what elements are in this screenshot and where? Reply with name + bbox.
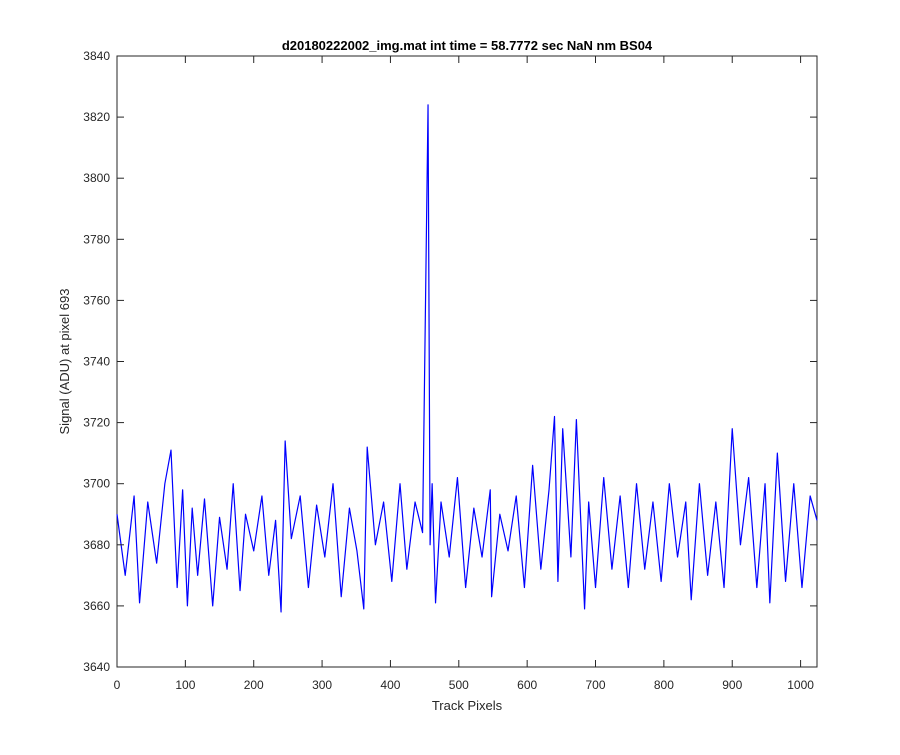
y-tick-label: 3660 [83, 599, 110, 613]
x-tick-label: 900 [722, 678, 742, 692]
x-tick-label: 600 [517, 678, 537, 692]
y-tick-label: 3840 [83, 49, 110, 63]
x-tick-label: 500 [449, 678, 469, 692]
y-tick-label: 3680 [83, 538, 110, 552]
y-tick-label: 3800 [83, 171, 110, 185]
x-tick-label: 100 [175, 678, 195, 692]
ticks-layer: 0 100 200 300 400 500 600 700 800 900 1000 3640 3660… [83, 49, 817, 692]
y-tick-label: 3820 [83, 110, 110, 124]
y-axis-title: Signal (ADU) at pixel 693 [57, 289, 72, 435]
x-tick-label: 800 [654, 678, 674, 692]
plot-area [116, 55, 818, 668]
y-tick-label: 3760 [83, 293, 110, 307]
y-tick-label: 3640 [83, 660, 110, 674]
x-axis-title: Track Pixels [432, 698, 503, 713]
y-tick-label: 3780 [83, 232, 110, 246]
x-tick-label: 200 [244, 678, 264, 692]
x-tick-label: 300 [312, 678, 332, 692]
x-tick-label: 400 [380, 678, 400, 692]
chart-title: d20180222002_img.mat int time = 58.7772 … [282, 38, 653, 53]
y-tick-label: 3740 [83, 355, 110, 369]
x-tick-label: 0 [114, 678, 121, 692]
y-tick-label: 3700 [83, 477, 110, 491]
y-tick-label: 3720 [83, 416, 110, 430]
x-tick-label: 700 [586, 678, 606, 692]
data-layer [116, 104, 818, 613]
signal-series-line [116, 104, 818, 613]
x-tick-label: 1000 [787, 678, 814, 692]
